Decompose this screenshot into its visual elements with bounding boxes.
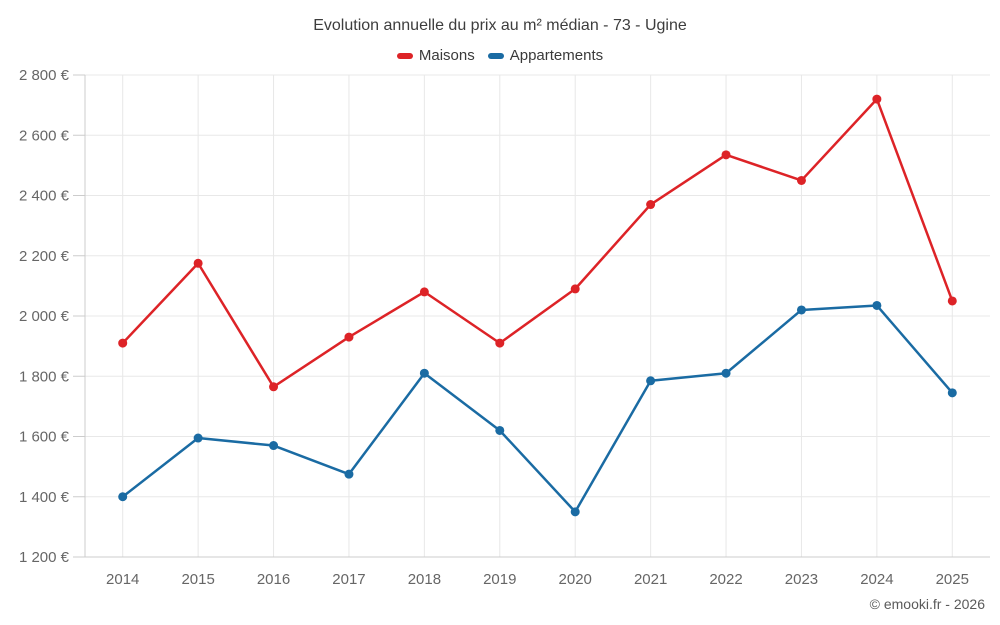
- data-point-maisons-2024[interactable]: [872, 94, 882, 104]
- data-point-maisons-2020[interactable]: [570, 284, 580, 294]
- legend: Maisons Appartements: [0, 47, 1000, 64]
- data-point-appartements-2015[interactable]: [193, 433, 203, 443]
- legend-label-appartements: Appartements: [509, 47, 604, 64]
- series-line-appartements: [121, 304, 954, 514]
- data-point-maisons-2016[interactable]: [269, 382, 279, 392]
- credit-emooki: © emooki.fr - 2026: [869, 596, 985, 612]
- data-point-maisons-2021[interactable]: [646, 200, 656, 210]
- data-point-maisons-2022[interactable]: [721, 150, 731, 160]
- data-point-appartements-2016[interactable]: [269, 441, 279, 451]
- xtick-label-2020: 2020: [559, 571, 592, 588]
- xtick-label-2016: 2016: [257, 571, 290, 588]
- legend-item-appartements[interactable]: Appartements: [487, 47, 604, 64]
- legend-swatch-appartements-icon: [487, 52, 504, 59]
- xtick-label-2015: 2015: [181, 571, 214, 588]
- xtick-label-2018: 2018: [408, 571, 441, 588]
- legend-item-maisons[interactable]: Maisons: [396, 47, 475, 64]
- chart-title: Evolution annuelle du prix au m² médian …: [313, 17, 687, 34]
- xtick-label-2021: 2021: [634, 571, 667, 588]
- data-point-appartements-2020[interactable]: [570, 507, 580, 517]
- data-point-appartements-2017[interactable]: [344, 469, 354, 479]
- legend-swatch-maisons-icon: [396, 52, 413, 59]
- data-point-maisons-2019[interactable]: [495, 338, 505, 348]
- data-point-appartements-2024[interactable]: [872, 300, 882, 310]
- data-point-appartements-2021[interactable]: [646, 376, 656, 386]
- series-line-maisons: [121, 97, 954, 389]
- ytick-label-2600: 2 600 €: [19, 127, 70, 144]
- ytick-label-1200: 1 200 €: [19, 549, 70, 566]
- data-point-appartements-2019[interactable]: [495, 425, 505, 435]
- ytick-label-2200: 2 200 €: [19, 248, 70, 265]
- data-point-maisons-2017[interactable]: [344, 332, 354, 342]
- xtick-label-2024: 2024: [860, 571, 893, 588]
- xtick-label-2025: 2025: [936, 571, 969, 588]
- data-point-maisons-2025[interactable]: [947, 296, 957, 306]
- data-point-appartements-2014[interactable]: [118, 492, 128, 502]
- data-point-appartements-2022[interactable]: [721, 368, 731, 378]
- xtick-label-2022: 2022: [709, 571, 742, 588]
- ytick-label-2400: 2 400 €: [19, 188, 70, 205]
- ytick-label-2800: 2 800 €: [19, 67, 70, 84]
- xtick-label-2014: 2014: [106, 571, 139, 588]
- ytick-label-1400: 1 400 €: [19, 489, 70, 506]
- ytick-label-1600: 1 600 €: [19, 429, 70, 446]
- data-point-maisons-2023[interactable]: [796, 175, 806, 185]
- xtick-label-2019: 2019: [483, 571, 516, 588]
- xtick-label-2017: 2017: [332, 571, 365, 588]
- data-point-appartements-2023[interactable]: [796, 305, 806, 315]
- legend-label-maisons: Maisons: [418, 47, 475, 64]
- xtick-label-2023: 2023: [785, 571, 818, 588]
- data-point-maisons-2014[interactable]: [118, 338, 128, 348]
- data-point-appartements-2025[interactable]: [947, 388, 957, 398]
- data-point-maisons-2015[interactable]: [193, 258, 203, 268]
- ytick-label-2000: 2 000 €: [19, 308, 70, 325]
- ytick-label-1800: 1 800 €: [19, 368, 70, 385]
- data-point-appartements-2018[interactable]: [419, 368, 429, 378]
- data-point-maisons-2018[interactable]: [419, 287, 429, 297]
